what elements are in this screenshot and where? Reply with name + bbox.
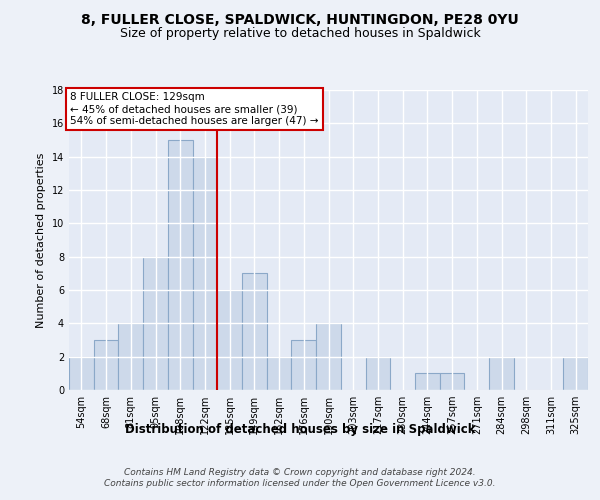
Bar: [267, 356, 292, 390]
Bar: [217, 290, 242, 390]
Bar: [69, 356, 94, 390]
Text: Size of property relative to detached houses in Spaldwick: Size of property relative to detached ho…: [119, 28, 481, 40]
Bar: [316, 324, 341, 390]
Text: 8, FULLER CLOSE, SPALDWICK, HUNTINGDON, PE28 0YU: 8, FULLER CLOSE, SPALDWICK, HUNTINGDON, …: [81, 12, 519, 26]
Bar: [118, 324, 143, 390]
Y-axis label: Number of detached properties: Number of detached properties: [36, 152, 46, 328]
Bar: [563, 356, 588, 390]
Text: 8 FULLER CLOSE: 129sqm
← 45% of detached houses are smaller (39)
54% of semi-det: 8 FULLER CLOSE: 129sqm ← 45% of detached…: [70, 92, 319, 126]
Bar: [489, 356, 514, 390]
Text: Distribution of detached houses by size in Spaldwick: Distribution of detached houses by size …: [125, 422, 475, 436]
Bar: [242, 274, 267, 390]
Bar: [143, 256, 168, 390]
Bar: [292, 340, 316, 390]
Bar: [365, 356, 390, 390]
Bar: [94, 340, 118, 390]
Text: Contains HM Land Registry data © Crown copyright and database right 2024.
Contai: Contains HM Land Registry data © Crown c…: [104, 468, 496, 487]
Bar: [440, 374, 464, 390]
Bar: [415, 374, 440, 390]
Bar: [193, 156, 217, 390]
Bar: [168, 140, 193, 390]
